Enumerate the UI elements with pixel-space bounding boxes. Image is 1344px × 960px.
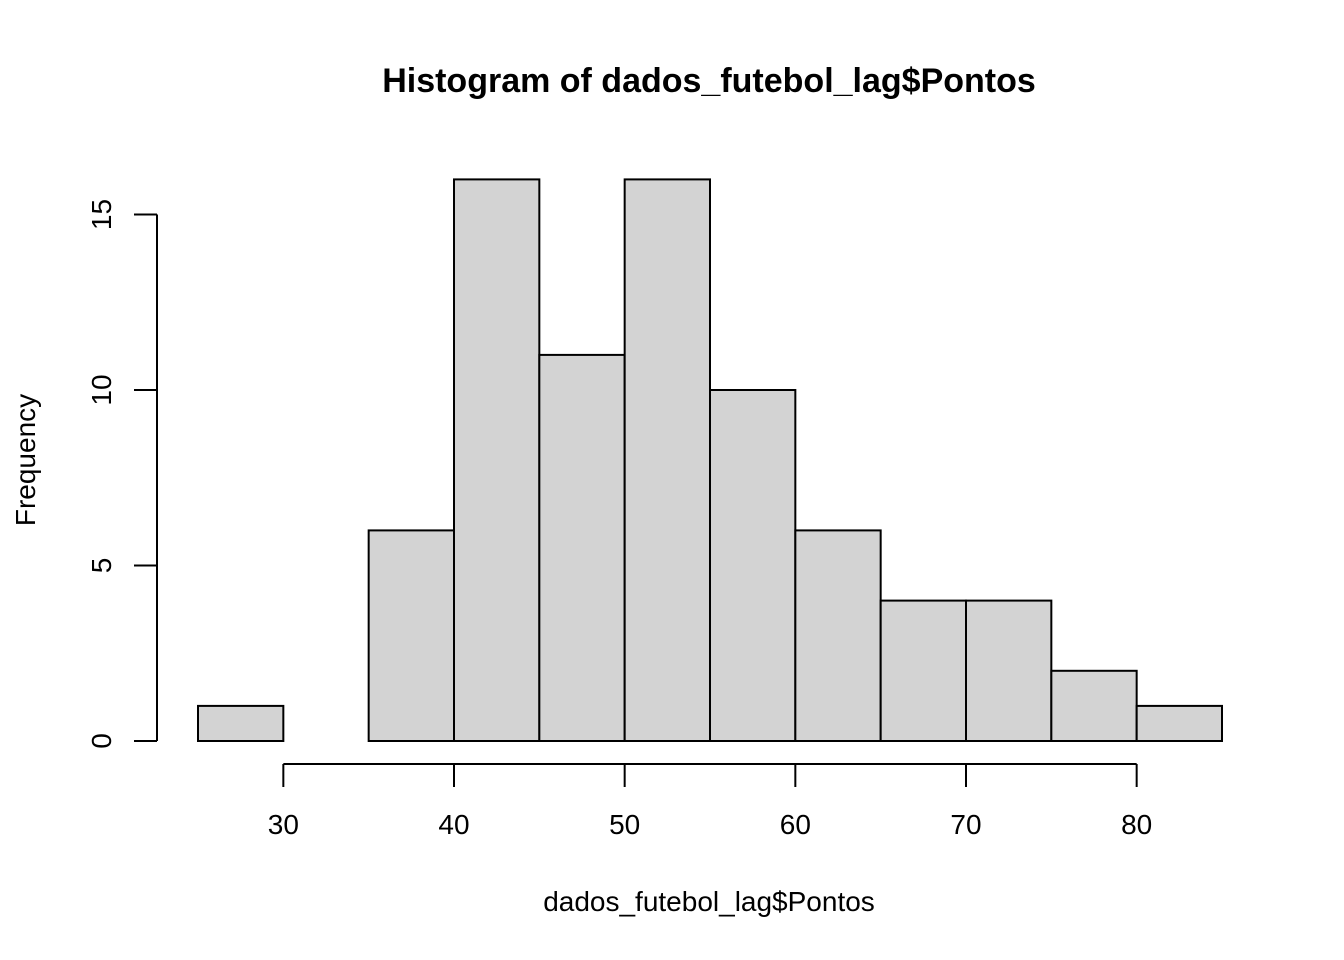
y-tick-label: 10 bbox=[86, 374, 117, 405]
histogram-bar-5 bbox=[623, 178, 712, 742]
x-axis-label: dados_futebol_lag$Pontos bbox=[543, 886, 875, 917]
histogram-bar-11 bbox=[1135, 704, 1223, 743]
histogram-bar-4 bbox=[538, 353, 626, 742]
x-tick-label: 40 bbox=[438, 809, 469, 840]
histogram-bar-7 bbox=[794, 529, 882, 743]
bars-group bbox=[197, 178, 1223, 743]
x-tick-label: 70 bbox=[950, 809, 981, 840]
histogram-bar-8 bbox=[879, 599, 968, 742]
x-tick-label: 50 bbox=[609, 809, 640, 840]
histogram-bar-9 bbox=[965, 599, 1053, 742]
y-tick-label: 15 bbox=[86, 199, 117, 230]
histogram-bar-0 bbox=[197, 704, 285, 743]
y-axis-label: Frequency bbox=[10, 394, 41, 526]
x-tick-label: 60 bbox=[780, 809, 811, 840]
x-axis: 30 40 50 60 70 80 bbox=[268, 763, 1152, 840]
chart-title: Histogram of dados_futebol_lag$Pontos bbox=[382, 62, 1036, 100]
x-tick-label: 80 bbox=[1121, 809, 1152, 840]
y-tick-label: 0 bbox=[86, 733, 117, 749]
histogram-bar-6 bbox=[709, 389, 797, 742]
histogram-bar-3 bbox=[453, 178, 541, 742]
x-tick-label: 30 bbox=[268, 809, 299, 840]
y-tick-label: 5 bbox=[86, 558, 117, 574]
histogram-bar-10 bbox=[1050, 669, 1138, 742]
y-axis: 0 5 10 15 bbox=[86, 199, 158, 749]
histogram-bar-2 bbox=[367, 529, 455, 743]
